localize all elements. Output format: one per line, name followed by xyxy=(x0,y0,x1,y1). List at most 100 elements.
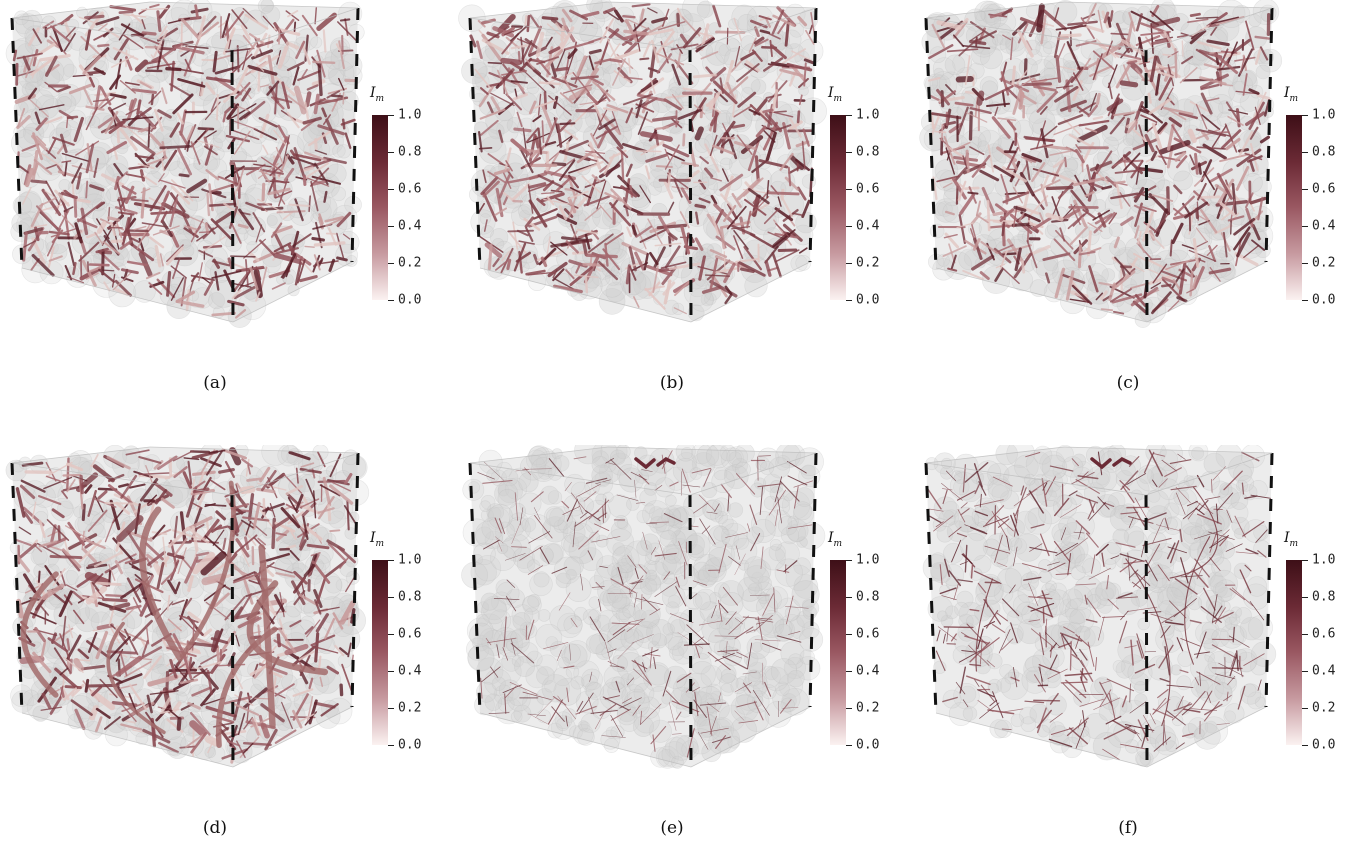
throat xyxy=(480,148,492,149)
throat xyxy=(258,489,274,491)
panel-caption: (c) xyxy=(1098,373,1158,393)
colorbar-tick xyxy=(388,634,394,635)
throat xyxy=(103,270,114,271)
throat xyxy=(1122,83,1135,85)
particle xyxy=(337,145,351,159)
colorbar-tick-label: 0.0 xyxy=(856,293,879,308)
colorbar-tick xyxy=(1302,152,1308,153)
throat xyxy=(313,62,334,63)
colorbar-tick-label: 0.0 xyxy=(1312,293,1335,308)
colorbar-tick-label: 1.0 xyxy=(1312,108,1335,123)
network-visualization xyxy=(458,445,878,790)
throat xyxy=(108,652,135,654)
throat xyxy=(64,475,80,476)
throat xyxy=(761,31,769,33)
throat xyxy=(586,278,587,293)
throat xyxy=(560,123,574,124)
colorbar-tick-label: 0.0 xyxy=(398,738,421,753)
particle xyxy=(1000,37,1016,53)
throat xyxy=(239,225,247,227)
particle xyxy=(235,193,249,207)
colorbar-title: Im xyxy=(828,85,842,104)
colorbar-tick xyxy=(846,300,852,301)
particle xyxy=(648,169,667,188)
throat xyxy=(1065,158,1066,167)
colorbar-tick-label: 0.6 xyxy=(398,627,421,642)
throat xyxy=(769,193,798,194)
throat xyxy=(508,260,510,268)
colorbar-tick-label: 0.0 xyxy=(398,293,421,308)
particle xyxy=(57,96,71,110)
throat xyxy=(957,187,958,204)
throat xyxy=(540,83,560,84)
throat xyxy=(259,72,260,90)
colorbar-tick-label: 1.0 xyxy=(398,108,421,123)
particle xyxy=(1102,121,1127,146)
colorbar-tick-label: 1.0 xyxy=(856,108,879,123)
throat xyxy=(167,69,180,70)
panel-caption: (a) xyxy=(185,373,245,393)
throat xyxy=(152,95,153,104)
throat xyxy=(1231,221,1232,234)
throat xyxy=(191,451,209,452)
colorbar-tick xyxy=(388,708,394,709)
colorbar-title-sub: m xyxy=(376,94,385,104)
colorbar-tick xyxy=(846,189,852,190)
throat xyxy=(668,174,670,186)
particle xyxy=(481,225,493,237)
throat xyxy=(622,152,623,179)
particle xyxy=(945,55,965,75)
throat xyxy=(329,506,330,520)
throat xyxy=(208,194,209,216)
throat xyxy=(180,175,188,176)
throat xyxy=(210,204,235,206)
colorbar-gradient xyxy=(830,115,846,300)
particle xyxy=(1019,58,1037,76)
throat xyxy=(71,660,72,673)
throat xyxy=(315,96,318,113)
panel-caption: (d) xyxy=(185,818,245,838)
throat xyxy=(156,566,160,574)
particle xyxy=(23,690,39,706)
throat xyxy=(717,32,745,33)
throat xyxy=(295,22,296,31)
throat xyxy=(965,188,978,189)
throat xyxy=(90,265,108,266)
throat xyxy=(684,135,685,146)
throat xyxy=(273,520,274,548)
particle xyxy=(336,244,358,266)
throat xyxy=(307,94,309,106)
throat xyxy=(341,685,342,694)
colorbar-tick xyxy=(846,226,852,227)
colorbar-gradient xyxy=(372,560,388,745)
throat xyxy=(161,146,190,148)
throat xyxy=(68,639,70,649)
throat xyxy=(637,151,661,152)
throat xyxy=(1088,232,1090,255)
throat xyxy=(231,256,255,257)
colorbar-tick xyxy=(388,263,394,264)
throat xyxy=(968,193,977,194)
throat xyxy=(319,65,321,95)
particle xyxy=(182,245,194,257)
colorbar-tick xyxy=(1302,115,1308,116)
particle xyxy=(316,704,340,728)
throat xyxy=(640,59,648,60)
particle xyxy=(587,0,603,13)
throat xyxy=(349,614,350,626)
particle xyxy=(1199,140,1221,162)
particle xyxy=(697,1,714,18)
particle xyxy=(67,601,89,623)
throat xyxy=(542,193,554,194)
particle xyxy=(1241,70,1257,86)
particle xyxy=(1249,14,1261,26)
colorbar-title: Im xyxy=(1284,85,1298,104)
throat xyxy=(1198,197,1219,198)
colorbar-tick xyxy=(388,226,394,227)
throat xyxy=(95,583,120,585)
particle xyxy=(13,196,32,215)
colorbar-tick-label: 0.6 xyxy=(398,182,421,197)
